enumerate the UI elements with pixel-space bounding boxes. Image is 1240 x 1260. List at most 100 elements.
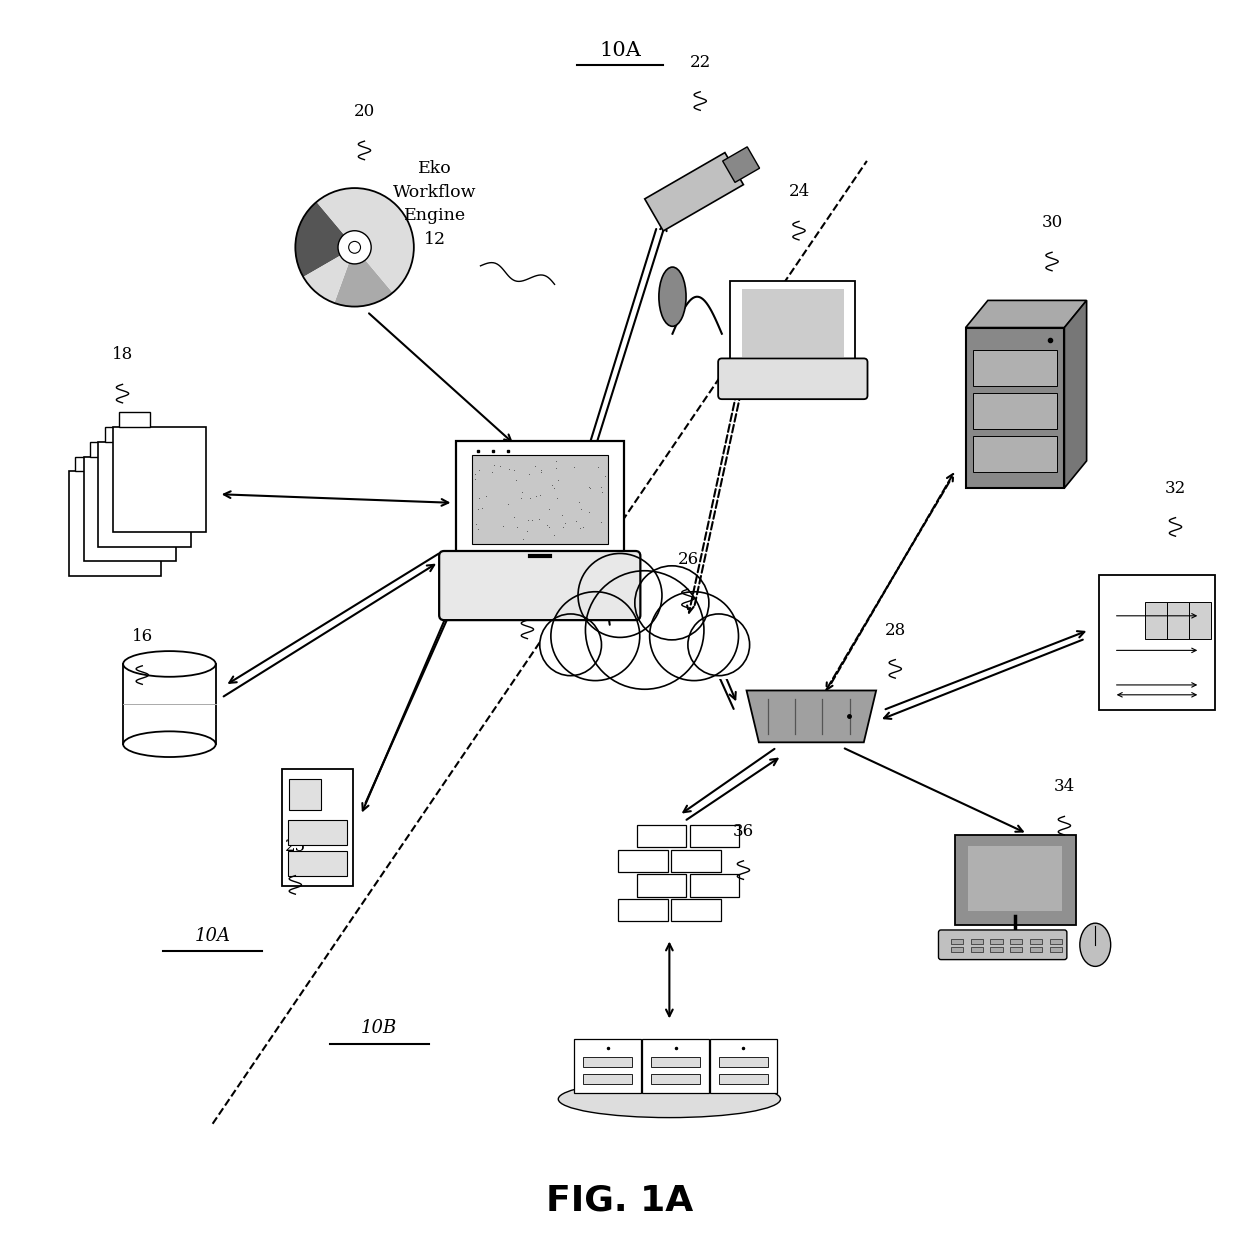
Polygon shape <box>723 147 760 183</box>
Polygon shape <box>1064 300 1086 488</box>
Text: 16: 16 <box>131 627 153 645</box>
FancyBboxPatch shape <box>113 427 206 532</box>
FancyBboxPatch shape <box>1189 602 1211 639</box>
FancyBboxPatch shape <box>288 850 347 876</box>
FancyBboxPatch shape <box>472 455 608 543</box>
FancyBboxPatch shape <box>288 820 347 844</box>
Text: 18: 18 <box>112 346 133 363</box>
Text: 32: 32 <box>1164 480 1187 496</box>
Circle shape <box>551 592 640 680</box>
FancyBboxPatch shape <box>719 1057 768 1067</box>
Ellipse shape <box>1080 924 1111 966</box>
Wedge shape <box>335 247 393 306</box>
FancyBboxPatch shape <box>1049 939 1061 944</box>
FancyBboxPatch shape <box>966 328 1064 488</box>
Ellipse shape <box>123 651 216 677</box>
Text: 10A: 10A <box>599 40 641 59</box>
FancyBboxPatch shape <box>951 948 963 953</box>
Circle shape <box>585 571 704 689</box>
Circle shape <box>650 592 739 680</box>
FancyBboxPatch shape <box>971 948 983 953</box>
FancyBboxPatch shape <box>1049 948 1061 953</box>
FancyBboxPatch shape <box>719 1075 768 1085</box>
FancyBboxPatch shape <box>1099 575 1215 709</box>
FancyBboxPatch shape <box>574 1038 641 1092</box>
Text: 25: 25 <box>285 838 306 854</box>
Text: Eko
Workflow
Engine
12: Eko Workflow Engine 12 <box>393 160 476 248</box>
FancyBboxPatch shape <box>583 1075 632 1085</box>
FancyBboxPatch shape <box>456 441 624 559</box>
Ellipse shape <box>658 267 686 326</box>
FancyBboxPatch shape <box>619 849 667 872</box>
FancyBboxPatch shape <box>973 350 1056 386</box>
Circle shape <box>635 566 709 640</box>
Ellipse shape <box>123 731 216 757</box>
Circle shape <box>578 553 662 638</box>
FancyBboxPatch shape <box>730 281 856 368</box>
FancyBboxPatch shape <box>281 769 353 886</box>
Text: 14: 14 <box>517 582 538 600</box>
FancyBboxPatch shape <box>955 835 1075 925</box>
FancyBboxPatch shape <box>973 436 1056 472</box>
FancyBboxPatch shape <box>718 358 868 399</box>
FancyBboxPatch shape <box>74 456 105 471</box>
FancyBboxPatch shape <box>651 1075 701 1085</box>
Text: 34: 34 <box>1054 779 1075 795</box>
FancyBboxPatch shape <box>1030 948 1042 953</box>
Polygon shape <box>966 300 1086 328</box>
FancyBboxPatch shape <box>619 900 667 921</box>
Text: 22: 22 <box>689 54 711 71</box>
Text: 20: 20 <box>353 103 374 120</box>
Text: 36: 36 <box>733 823 754 840</box>
FancyBboxPatch shape <box>1145 602 1167 639</box>
Text: 24: 24 <box>789 184 810 200</box>
FancyBboxPatch shape <box>583 1057 632 1067</box>
FancyBboxPatch shape <box>689 874 739 897</box>
FancyBboxPatch shape <box>539 626 750 685</box>
FancyBboxPatch shape <box>123 664 216 745</box>
FancyBboxPatch shape <box>711 1038 776 1092</box>
FancyBboxPatch shape <box>1167 602 1189 639</box>
Text: 30: 30 <box>1042 214 1063 232</box>
FancyBboxPatch shape <box>636 825 686 847</box>
Wedge shape <box>316 188 414 292</box>
FancyBboxPatch shape <box>69 471 161 576</box>
Wedge shape <box>295 202 355 277</box>
FancyBboxPatch shape <box>1030 939 1042 944</box>
Polygon shape <box>645 152 744 231</box>
Wedge shape <box>304 247 355 302</box>
FancyBboxPatch shape <box>98 442 191 547</box>
Circle shape <box>539 614 601 675</box>
FancyBboxPatch shape <box>671 849 720 872</box>
Circle shape <box>688 614 750 675</box>
FancyBboxPatch shape <box>991 948 1003 953</box>
FancyBboxPatch shape <box>991 939 1003 944</box>
FancyBboxPatch shape <box>636 874 686 897</box>
FancyBboxPatch shape <box>89 442 120 456</box>
FancyBboxPatch shape <box>671 900 720 921</box>
Text: 26: 26 <box>677 552 698 568</box>
Polygon shape <box>746 690 877 742</box>
FancyBboxPatch shape <box>689 825 739 847</box>
FancyBboxPatch shape <box>1011 939 1023 944</box>
FancyBboxPatch shape <box>651 1057 701 1067</box>
FancyBboxPatch shape <box>119 412 150 427</box>
Circle shape <box>348 242 361 253</box>
FancyBboxPatch shape <box>951 939 963 944</box>
FancyBboxPatch shape <box>968 845 1061 911</box>
FancyBboxPatch shape <box>104 427 135 442</box>
FancyBboxPatch shape <box>1011 948 1023 953</box>
Text: 28: 28 <box>884 621 906 639</box>
Text: 10B: 10B <box>361 1019 397 1037</box>
FancyBboxPatch shape <box>642 1038 709 1092</box>
FancyBboxPatch shape <box>939 930 1066 960</box>
FancyBboxPatch shape <box>973 393 1056 428</box>
FancyBboxPatch shape <box>542 630 748 679</box>
FancyBboxPatch shape <box>83 456 176 562</box>
FancyBboxPatch shape <box>439 551 640 620</box>
Circle shape <box>339 231 371 263</box>
Ellipse shape <box>558 1081 780 1118</box>
FancyBboxPatch shape <box>289 779 321 810</box>
Text: 10A: 10A <box>195 927 231 945</box>
FancyBboxPatch shape <box>742 290 844 357</box>
